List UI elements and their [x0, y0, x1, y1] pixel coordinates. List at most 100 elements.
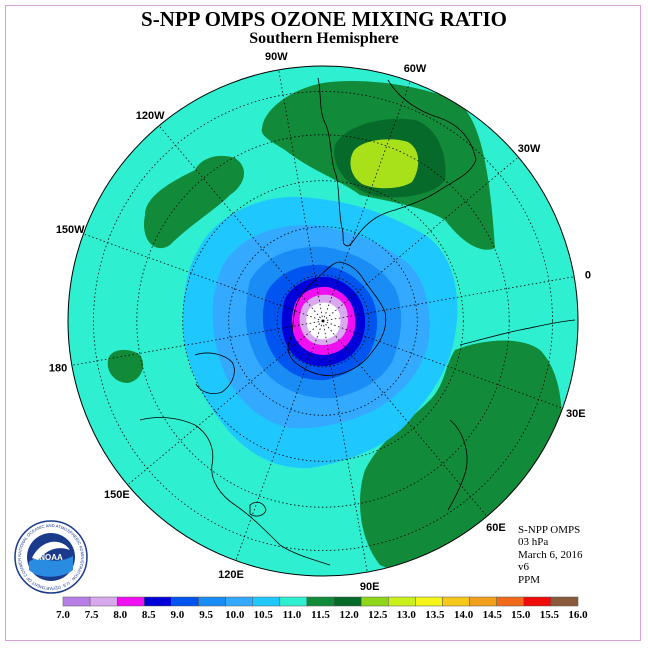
legend-color-box — [62, 596, 91, 607]
legend-color-box — [469, 596, 497, 607]
meridian-line-3 — [322, 276, 575, 322]
legend-tick-label: 7.5 — [85, 609, 99, 621]
meridian-line-0 — [278, 69, 324, 322]
info-units: PPM — [518, 573, 541, 586]
legend-color-box — [89, 596, 118, 607]
australia-coast — [139, 417, 331, 566]
longitude-label-0: 90W — [265, 51, 288, 63]
logo-wave — [29, 556, 73, 577]
longitude-label-11: 120W — [136, 110, 165, 122]
info-level: 03 hPa — [518, 536, 549, 549]
legend-tick-label: 14.0 — [454, 609, 474, 621]
longitude-label-2: 30W — [518, 143, 541, 155]
legend-color-box — [306, 596, 335, 607]
legend-tick-label: 10.5 — [254, 609, 274, 621]
meridian-line-2 — [322, 156, 519, 322]
latitude-circle-4 — [93, 91, 553, 551]
legend-tick-labels: 7.0 7.5 8.0 8.5 9.0 9.5 10.0 10.5 11.0 11.5 12.0 12… — [56, 609, 588, 621]
meridian-line-8 — [127, 320, 324, 486]
legend-tick-label: 11.0 — [283, 609, 302, 621]
legend-color-box — [198, 596, 226, 607]
latitude-circle-1 — [228, 226, 418, 416]
longitude-label-6: 90E — [360, 581, 380, 593]
longitude-labels: 90W 60W 30W 0 30E 60E 90E 120E 150E 180 150W 120W — [49, 51, 591, 593]
logo-bird — [32, 541, 70, 560]
map-outline — [67, 65, 579, 577]
legend-tick-label: 14.5 — [483, 609, 503, 621]
contour-11-5-dateline — [107, 349, 144, 383]
legend-tick-label: 7.0 — [56, 609, 70, 621]
latitude-circle-3 — [136, 134, 510, 508]
meridian-line-6 — [322, 320, 368, 573]
longitude-label-8: 150E — [104, 489, 130, 501]
tasmania-coast — [249, 501, 267, 517]
latitude-circle-2 — [182, 180, 464, 462]
coastlines — [139, 77, 576, 566]
legend-tick-label: 9.5 — [199, 609, 213, 621]
legend-color-box — [496, 596, 525, 607]
contour-11-5-west — [144, 155, 245, 249]
legend-color-box — [171, 596, 199, 607]
legend-color-box — [144, 596, 172, 607]
antarctica-coast — [287, 261, 387, 376]
meridian-line-4 — [322, 320, 563, 409]
legend-tick-label: 13.5 — [425, 609, 445, 621]
legend-color-box — [225, 596, 253, 607]
legend-tick-label: 12.0 — [339, 609, 359, 621]
info-date: March 6, 2016 — [518, 548, 583, 561]
meridian-line-5 — [322, 320, 488, 517]
legend-tick-label: 15.0 — [511, 609, 531, 621]
legend-color-box — [442, 596, 470, 607]
legend-tick-label: 13.0 — [397, 609, 417, 621]
legend-tick-label: 8.0 — [113, 609, 127, 621]
frame-border — [5, 5, 641, 641]
info-block: S-NPP OMPS 03 hPa March 6, 2016 v6 PPM — [518, 524, 582, 586]
longitude-label-1: 60W — [404, 63, 427, 75]
graticule — [71, 69, 575, 573]
longitude-label-9: 180 — [49, 363, 67, 375]
latitude-circle-0 — [276, 274, 370, 368]
legend-boxes — [62, 596, 579, 607]
madagascar-coast — [447, 419, 468, 511]
legend-tick-label: 12.5 — [368, 609, 388, 621]
south-america-coast-west — [317, 77, 349, 247]
legend-tick-label: 15.5 — [540, 609, 560, 621]
meridian-line-7 — [235, 320, 324, 561]
legend-tick-label: 10.0 — [225, 609, 245, 621]
legend-color-box — [415, 596, 443, 607]
legend-tick-label: 8.5 — [142, 609, 156, 621]
longitude-label-4: 30E — [566, 408, 586, 420]
legend-color-box — [550, 596, 579, 607]
legend-color-box — [333, 596, 362, 607]
legend-color-box — [388, 596, 416, 607]
meridian-line-1 — [322, 81, 411, 322]
longitude-label-5: 60E — [486, 522, 506, 534]
noaa-logo: NATIONAL OCEANIC AND ATMOSPHERIC ADMINIS… — [14, 520, 88, 594]
info-version: v6 — [518, 561, 529, 574]
south-america-coast-east — [347, 79, 477, 247]
meridian-line-10 — [83, 233, 324, 322]
meridian-line-11 — [158, 125, 324, 322]
legend-color-box — [523, 596, 552, 607]
legend-tick-label: 11.5 — [311, 609, 330, 621]
legend-color-box — [279, 596, 308, 607]
logo-text: NOAA — [39, 553, 63, 562]
legend-tick-label: 9.0 — [171, 609, 185, 621]
legend-color-box — [116, 596, 145, 607]
info-product: S-NPP OMPS — [518, 524, 581, 536]
legend-color-box — [360, 596, 389, 607]
longitude-label-7: 120E — [218, 569, 244, 581]
legend-color-box — [252, 596, 281, 607]
legend-tick-label: 16.0 — [568, 609, 588, 621]
longitude-label-10: 150W — [56, 224, 85, 236]
map-title: S-NPP OMPS OZONE MIXING RATIO — [141, 7, 507, 31]
map-subtitle: Southern Hemisphere — [249, 30, 399, 47]
new-zealand-coast — [194, 352, 235, 394]
africa-coast-south — [459, 319, 576, 346]
contour-12-5-north — [350, 139, 419, 189]
meridian-line-9 — [71, 320, 324, 366]
longitude-label-3: 0 — [585, 269, 591, 281]
